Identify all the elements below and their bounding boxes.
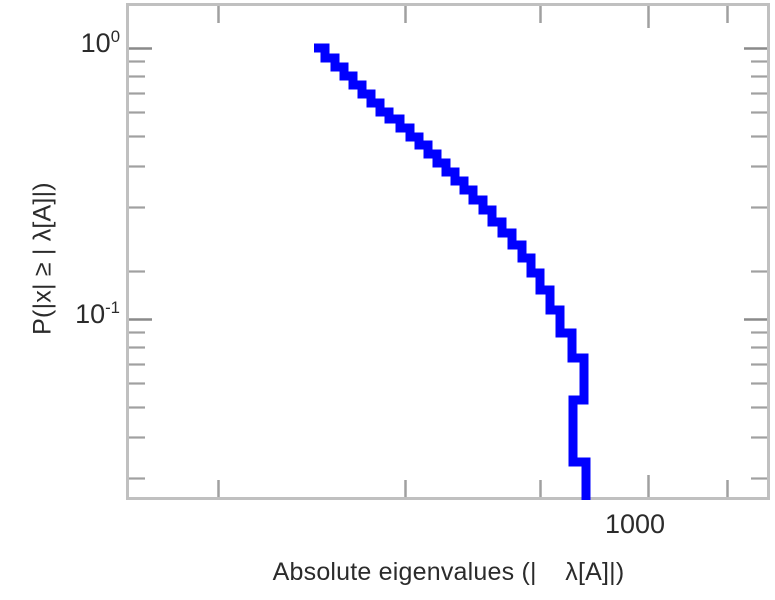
- x-axis-ticks-bottom: [217, 475, 729, 497]
- x-axis-label: Absolute eigenvalues (| λ[A]|): [272, 558, 625, 586]
- y-axis-major-ticks: [129, 47, 152, 321]
- axes-frame: [126, 3, 770, 500]
- x-tick-label-1000: 1000: [605, 509, 666, 539]
- y-tick-mantissa: 10: [75, 299, 106, 329]
- y-axis-ticks-right: [744, 47, 767, 321]
- y-tick-label-1e-1: 10-1: [18, 299, 120, 330]
- y-tick-mantissa: 10: [80, 28, 111, 58]
- y-tick-exponent: -1: [105, 298, 120, 317]
- x-axis-ticks-top: [217, 6, 729, 28]
- y-axis-minor-ticks-right: [751, 60, 767, 480]
- y-tick-exponent: 0: [110, 27, 120, 46]
- y-axis-minor-ticks: [129, 60, 145, 480]
- ccdf-step-curve: [314, 43, 591, 500]
- y-axis-label: P(|x| ≥ | λ[A]|): [28, 182, 57, 335]
- y-tick-label-1e0: 100: [28, 28, 120, 59]
